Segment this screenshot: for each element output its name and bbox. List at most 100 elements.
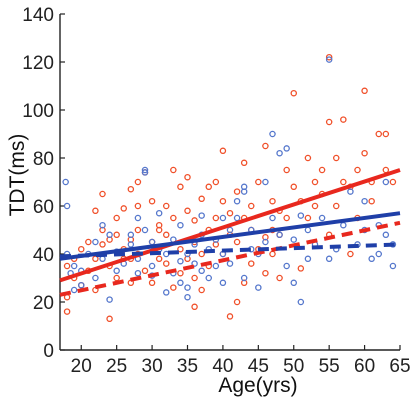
red-point <box>148 197 156 205</box>
blue-point <box>99 221 106 229</box>
red-point <box>233 298 241 306</box>
blue-point <box>198 212 205 219</box>
blue-point <box>269 130 276 138</box>
x-tick-label: 25 <box>106 356 127 377</box>
red-point <box>205 183 212 191</box>
red-point <box>318 166 326 174</box>
red-point <box>63 262 71 270</box>
x-tick-label: 55 <box>319 356 340 377</box>
blue-point <box>177 257 184 265</box>
red-point <box>297 265 305 272</box>
blue-point <box>62 178 69 186</box>
blue-point <box>113 267 120 275</box>
blue-point <box>283 262 290 270</box>
red-point <box>198 250 205 258</box>
y-tick-label: 120 <box>22 53 54 74</box>
blue-dashed-fit-line <box>59 242 401 259</box>
y-tick-label: 140 <box>22 5 54 26</box>
x-tick-label: 60 <box>354 356 375 377</box>
blue-point <box>255 284 262 291</box>
blue-point <box>262 178 269 186</box>
blue-point <box>219 279 227 287</box>
blue-point <box>226 260 234 267</box>
blue-point <box>290 236 297 243</box>
red-point <box>113 274 120 282</box>
x-tick-label: 40 <box>212 356 233 377</box>
y-tick-label: 20 <box>33 293 54 314</box>
red-point <box>269 197 276 205</box>
red-point <box>283 214 290 222</box>
red-point <box>255 178 262 186</box>
blue-point <box>162 289 170 296</box>
red-point <box>247 202 255 210</box>
red-point <box>85 238 92 246</box>
red-point <box>212 214 220 222</box>
red-point <box>184 173 191 181</box>
blue-point <box>233 214 241 222</box>
blue-point <box>198 267 205 275</box>
x-tick-label: 20 <box>71 356 92 377</box>
red-point <box>92 255 99 263</box>
blue-point <box>177 279 184 287</box>
red-point <box>262 269 269 277</box>
red-solid-fit-line <box>59 168 401 283</box>
y-axis-label: TDT(ms) <box>6 134 29 217</box>
blue-point <box>375 250 382 258</box>
red-point <box>198 195 205 203</box>
blue-point <box>141 226 149 234</box>
red-point <box>219 147 227 155</box>
red-point <box>304 154 312 162</box>
red-point <box>106 315 113 323</box>
red-point <box>283 166 290 174</box>
blue-point <box>70 262 78 270</box>
red-point <box>340 178 347 186</box>
blue-point <box>304 226 312 234</box>
blue-point <box>240 188 248 195</box>
red-point <box>177 183 184 191</box>
red-point <box>113 231 120 239</box>
blue-point <box>276 231 283 239</box>
red-point <box>325 53 333 61</box>
blue-point <box>361 197 368 205</box>
blue-point <box>318 214 326 222</box>
x-tick-label: 65 <box>389 356 410 377</box>
blue-point <box>78 281 85 289</box>
red-point <box>113 214 120 222</box>
red-point <box>325 118 333 126</box>
red-point <box>63 308 71 315</box>
red-point <box>219 197 227 205</box>
blue-point <box>382 231 390 239</box>
y-tick-label: 100 <box>22 101 54 122</box>
blue-point <box>177 221 184 229</box>
blue-point <box>134 214 142 222</box>
red-point <box>361 149 368 157</box>
red-point <box>304 214 312 222</box>
red-point <box>134 226 142 234</box>
blue-point <box>155 209 163 217</box>
red-point <box>170 214 177 222</box>
red-point <box>162 260 170 267</box>
y-tick-label: 80 <box>33 149 54 170</box>
red-point <box>290 183 297 191</box>
y-tick-label: 60 <box>33 197 54 218</box>
blue-solid-fit-line <box>59 211 401 261</box>
red-point <box>78 245 85 253</box>
red-point <box>382 130 390 138</box>
blue-point <box>297 298 305 306</box>
red-point <box>177 269 184 277</box>
red-point <box>375 130 382 138</box>
red-point <box>361 87 368 95</box>
blue-point <box>325 56 333 63</box>
blue-point <box>340 221 347 229</box>
x-tick-label: 45 <box>248 356 269 377</box>
red-point <box>198 286 205 294</box>
blue-point <box>92 274 99 282</box>
red-point <box>368 197 375 205</box>
red-point <box>340 116 347 123</box>
red-point <box>233 238 241 246</box>
blue-point <box>134 269 142 277</box>
y-tick-label: 0 <box>43 341 54 362</box>
blue-point <box>184 293 191 301</box>
blue-point <box>382 178 390 186</box>
